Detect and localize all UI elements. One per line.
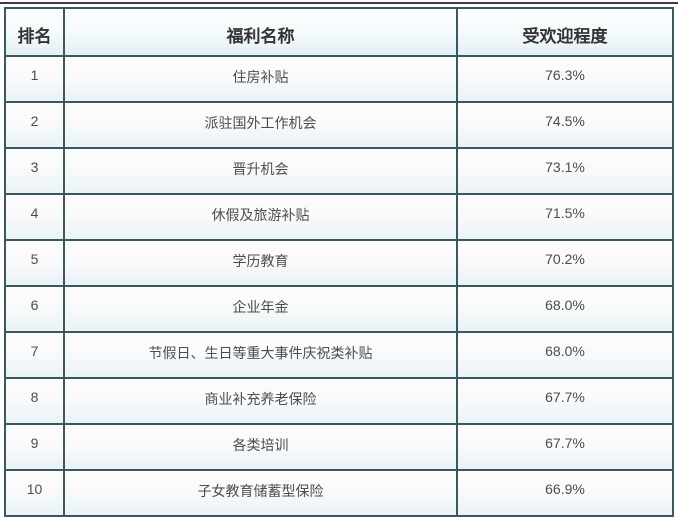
table-row: 5 学历教育 70.2%	[4, 239, 674, 287]
rank-cell: 8	[4, 377, 65, 425]
rank-cell: 10	[4, 469, 65, 517]
benefit-name-cell: 商业补充养老保险	[63, 377, 458, 425]
rank-cell: 2	[4, 101, 65, 149]
table-row: 6 企业年金 68.0%	[4, 285, 674, 333]
benefit-name-cell: 各类培训	[63, 423, 458, 471]
table-row: 7 节假日、生日等重大事件庆祝类补贴 68.0%	[4, 331, 674, 379]
rank-cell: 5	[4, 239, 65, 287]
rank-cell: 1	[4, 55, 65, 103]
rank-cell: 6	[4, 285, 65, 333]
popularity-cell: 66.9%	[456, 469, 674, 517]
popularity-cell: 76.3%	[456, 55, 674, 103]
rank-cell: 4	[4, 193, 65, 241]
popularity-cell: 70.2%	[456, 239, 674, 287]
popularity-cell: 68.0%	[456, 285, 674, 333]
top-divider-line	[0, 2, 678, 4]
column-header-rank: 排名	[4, 7, 65, 57]
benefits-ranking-table: 排名 福利名称 受欢迎程度 1 住房补贴 76.3% 2 派驻国外工作机会 74.5% 3 晋…	[4, 7, 674, 517]
benefit-name-cell: 节假日、生日等重大事件庆祝类补贴	[63, 331, 458, 379]
benefit-name-cell: 晋升机会	[63, 147, 458, 195]
benefit-name-cell: 子女教育储蓄型保险	[63, 469, 458, 517]
benefit-name-cell: 住房补贴	[63, 55, 458, 103]
column-header-benefit-name: 福利名称	[63, 7, 458, 57]
table-row: 8 商业补充养老保险 67.7%	[4, 377, 674, 425]
benefit-name-cell: 派驻国外工作机会	[63, 101, 458, 149]
table-row: 1 住房补贴 76.3%	[4, 55, 674, 103]
table-row: 9 各类培训 67.7%	[4, 423, 674, 471]
table-header-row: 排名 福利名称 受欢迎程度	[4, 7, 674, 57]
rank-cell: 7	[4, 331, 65, 379]
table-row: 3 晋升机会 73.1%	[4, 147, 674, 195]
benefit-name-cell: 企业年金	[63, 285, 458, 333]
popularity-cell: 67.7%	[456, 423, 674, 471]
table-row: 2 派驻国外工作机会 74.5%	[4, 101, 674, 149]
table-row: 4 休假及旅游补贴 71.5%	[4, 193, 674, 241]
table-body: 1 住房补贴 76.3% 2 派驻国外工作机会 74.5% 3 晋升机会 73.1% 4 休假及旅游…	[4, 55, 674, 517]
rank-cell: 3	[4, 147, 65, 195]
rank-cell: 9	[4, 423, 65, 471]
benefit-name-cell: 休假及旅游补贴	[63, 193, 458, 241]
popularity-cell: 73.1%	[456, 147, 674, 195]
popularity-cell: 67.7%	[456, 377, 674, 425]
column-header-popularity: 受欢迎程度	[456, 7, 674, 57]
popularity-cell: 74.5%	[456, 101, 674, 149]
popularity-cell: 68.0%	[456, 331, 674, 379]
benefit-name-cell: 学历教育	[63, 239, 458, 287]
table-row: 10 子女教育储蓄型保险 66.9%	[4, 469, 674, 517]
popularity-cell: 71.5%	[456, 193, 674, 241]
